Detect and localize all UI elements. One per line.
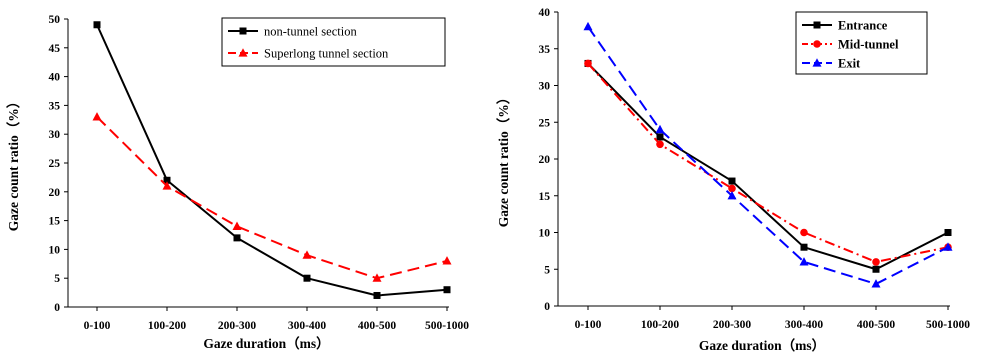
x-tick-label: 500-1000 [926,319,970,331]
y-tick-label: 10 [49,244,61,256]
x-tick-label: 300-400 [288,320,327,332]
data-point [303,274,311,282]
data-point [944,229,952,236]
data-point [584,59,592,68]
legend-marker [813,40,821,48]
y-tick-label: 25 [539,117,551,129]
data-point [583,21,593,31]
data-point [799,257,809,266]
legend-label: Mid-tunnel [838,38,899,52]
x-tick-label: 100-200 [148,320,187,332]
data-point [728,177,736,185]
data-point [727,190,737,200]
data-point [233,234,241,242]
legend-marker [812,58,822,67]
data-point [373,291,381,299]
data-point [372,273,382,282]
y-tick-label: 50 [49,14,61,26]
data-point [92,112,102,121]
data-point [232,221,242,230]
y-tick-label: 15 [49,216,61,228]
data-point [93,21,101,29]
y-tick-label: 5 [54,273,60,285]
data-point [163,176,171,184]
chart-gaze-by-section: 0 5 10 15 20 25 30 35 40 45 50 0-100 100-200 200-300 3… [6,14,469,351]
series-line [587,62,949,271]
data-point [302,250,312,259]
data-point [872,265,880,273]
y-tick-label: 30 [539,81,551,93]
x-axis-title: Gaze duration（ms） [699,338,825,353]
y-tick-label: 10 [539,228,551,240]
legend-label: Superlong tunnel section [264,47,389,61]
data-point [443,286,451,294]
x-tick-label: 200-300 [713,319,752,331]
y-tick-label: 30 [49,129,61,141]
y-tick-label: 5 [544,264,550,276]
series-line [96,24,448,297]
data-point [162,181,172,190]
data-point [655,124,665,134]
data-point [943,242,953,251]
data-point [800,243,808,251]
y-tick-label: 45 [49,43,61,55]
data-point [656,133,664,141]
legend-marker [813,21,821,29]
y-tick-label: 35 [539,44,551,56]
y-tick-label: 40 [49,72,61,84]
x-tick-label: 400-500 [857,319,896,331]
y-axis-title: Gaze count ratio（%） [496,91,511,227]
legend-label: Exit [838,57,861,71]
y-tick-label: 25 [49,158,61,170]
legend-marker [239,27,247,35]
y-tick-label: 20 [539,154,551,166]
x-tick-label: 0-100 [575,319,602,331]
series-line [96,116,448,280]
x-tick-label: 0-100 [84,320,111,332]
x-axis-title: Gaze duration（ms） [203,336,329,351]
legend-marker [238,48,248,57]
y-tick-label: 40 [539,7,551,19]
data-point [728,184,736,193]
series-line [587,62,949,263]
data-point [442,256,452,265]
y-tick-label: 20 [49,187,61,199]
y-tick-label: 0 [54,302,60,314]
y-tick-label: 35 [49,100,61,112]
x-tick-label: 200-300 [218,320,257,332]
x-tick-label: 100-200 [641,319,680,331]
x-tick-label: 500-1000 [425,320,469,332]
data-point [871,279,881,288]
legend-label: Entrance [838,19,888,33]
series-line [587,26,949,285]
data-point [872,258,880,266]
data-point [800,228,808,237]
y-tick-label: 0 [544,301,550,313]
x-tick-label: 400-500 [358,320,397,332]
x-tick-label: 300-400 [785,319,824,331]
data-point [656,140,664,149]
chart-gaze-by-tunnel-zone: 0 5 10 15 20 25 30 35 40 0-100 100-200 200-300 300-4… [496,7,970,353]
y-tick-label: 15 [539,191,551,203]
legend-label: non-tunnel section [264,25,357,39]
y-axis-title: Gaze count ratio（%） [6,95,21,231]
legend-box [221,17,446,67]
